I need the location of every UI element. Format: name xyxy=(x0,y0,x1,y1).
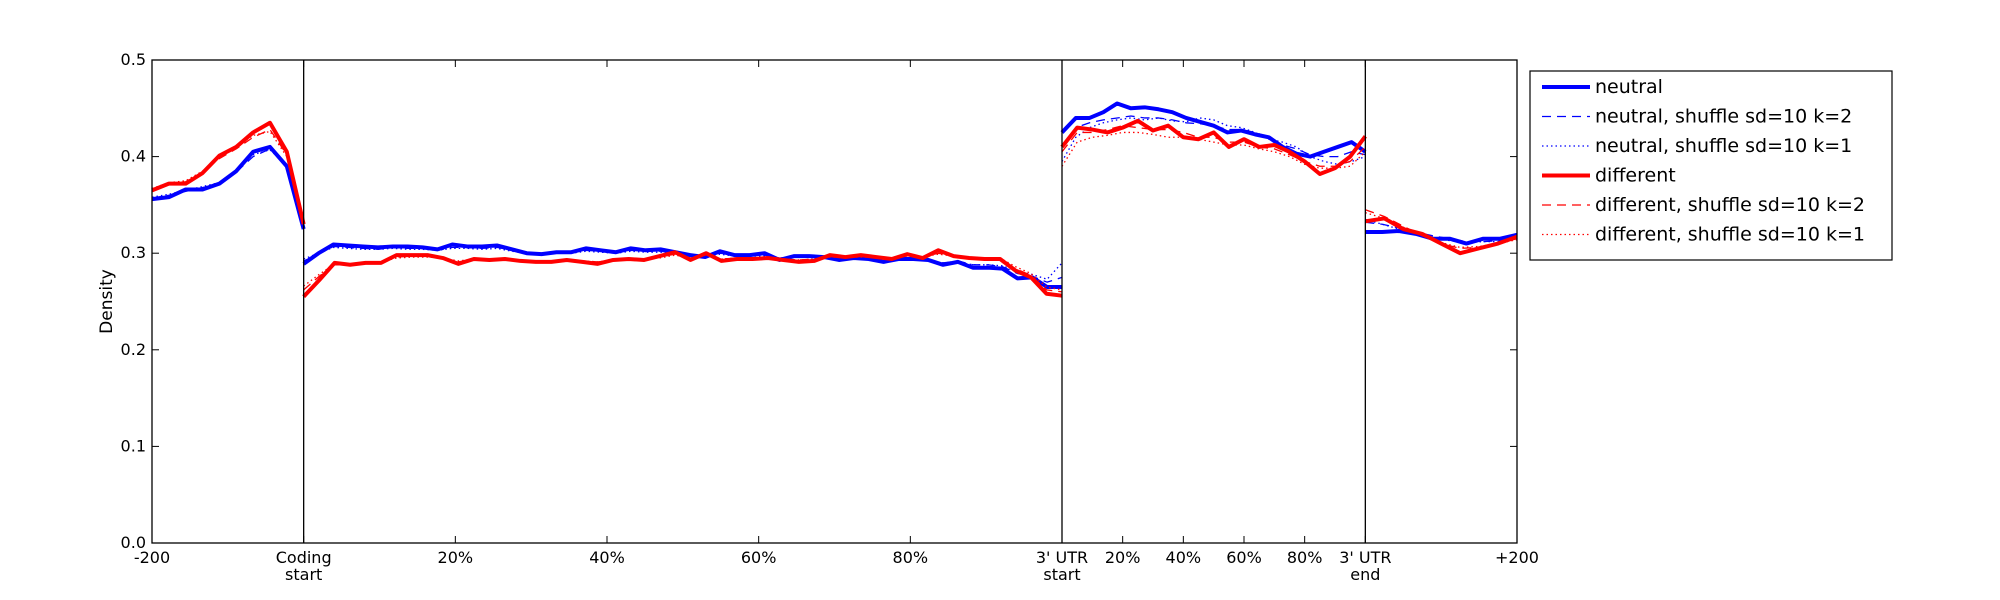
y-tick-label: 0.5 xyxy=(121,50,146,69)
y-tick-label: 0.0 xyxy=(121,533,146,552)
x-tick-label: -200 xyxy=(134,548,170,567)
series-line xyxy=(1060,118,1367,176)
series-line xyxy=(151,144,306,230)
legend-entry-label: neutral, shuffle sd=10 k=2 xyxy=(1595,106,1852,128)
x-tick-label: 60% xyxy=(1226,548,1262,567)
series-line xyxy=(302,248,1063,299)
x-tick-label: 80% xyxy=(893,548,929,567)
series-line xyxy=(303,252,1063,293)
x-tick-label: start xyxy=(285,565,322,584)
legend: neutral neutral, shuffle sd=10 k=2 neutral… xyxy=(1529,70,1893,261)
x-tick-label: 60% xyxy=(741,548,777,567)
x-tick-label: Coding xyxy=(276,548,332,567)
x-tick-label: end xyxy=(1350,565,1380,584)
series-line xyxy=(1365,216,1518,256)
y-axis-label: Density xyxy=(97,269,117,334)
y-tick-label: 0.3 xyxy=(121,243,146,262)
legend-entry-label: neutral xyxy=(1595,76,1663,98)
region-boundary-lines xyxy=(303,60,1366,543)
legend-entry-label: different xyxy=(1595,165,1676,187)
x-tick-label: +200 xyxy=(1495,548,1539,567)
x-tick-label: start xyxy=(1043,565,1080,584)
y-tick-label: 0.2 xyxy=(121,340,146,359)
y-tick-label: 0.4 xyxy=(121,147,146,166)
x-tick-label: 3' UTR xyxy=(1339,548,1391,567)
x-tick-label: 40% xyxy=(589,548,625,567)
y-tick-label: 0.1 xyxy=(121,436,146,455)
series-line xyxy=(1061,125,1366,167)
legend-entry-label: neutral, shuffle sd=10 k=1 xyxy=(1595,135,1852,157)
plot-frame xyxy=(151,59,1518,544)
plot-series-group xyxy=(151,101,1518,299)
series-line xyxy=(151,120,306,225)
series-line xyxy=(1060,101,1367,159)
x-tick-label: 20% xyxy=(1105,548,1141,567)
legend-entry-label: different, shuffle sd=10 k=1 xyxy=(1595,224,1865,246)
series-line xyxy=(302,242,1062,290)
x-tick-label: 40% xyxy=(1166,548,1202,567)
y-axis: 0.0 0.1 0.2 0.3 0.4 0.5 xyxy=(121,50,1517,552)
legend-box xyxy=(1529,70,1893,261)
series-line xyxy=(1061,131,1366,169)
x-tick-label: 3' UTR xyxy=(1036,548,1088,567)
x-tick-label: 20% xyxy=(438,548,474,567)
x-tick-label: 80% xyxy=(1287,548,1323,567)
legend-entry-label: different, shuffle sd=10 k=2 xyxy=(1595,194,1865,216)
series-line xyxy=(1365,228,1518,246)
series-line xyxy=(1061,117,1366,165)
series-line xyxy=(303,253,1063,291)
